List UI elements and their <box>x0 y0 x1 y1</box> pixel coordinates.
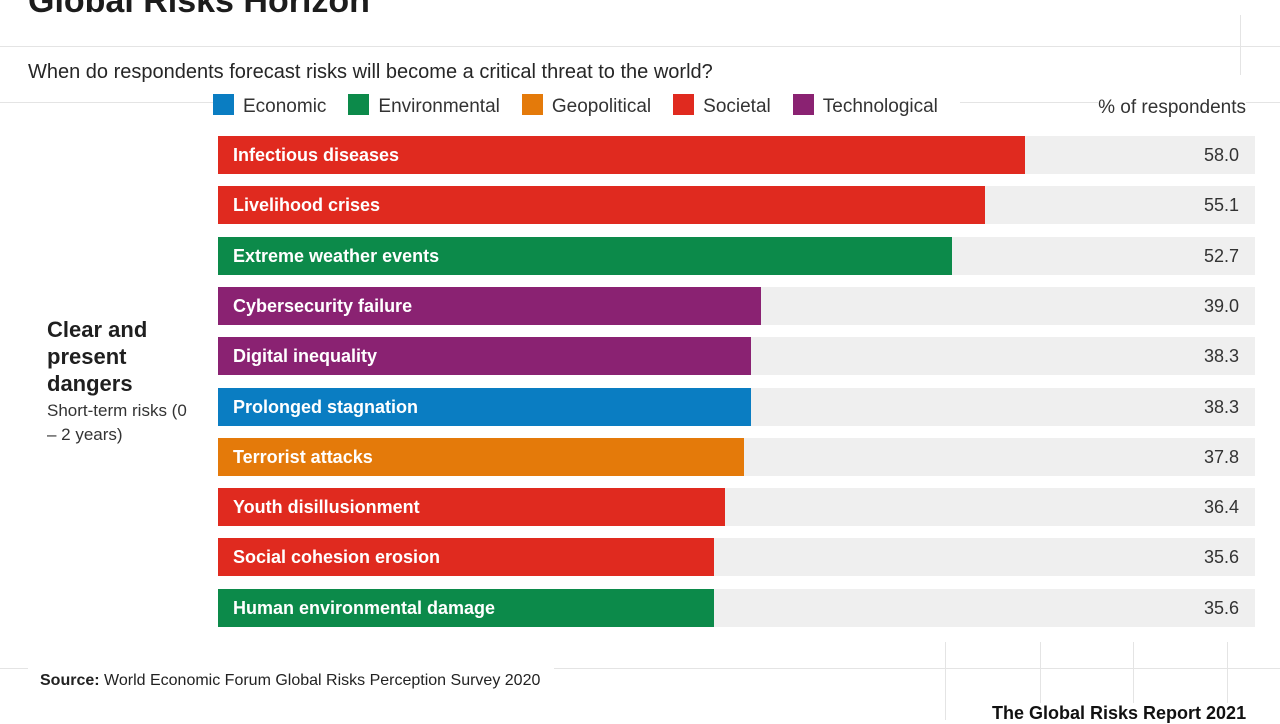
bg-grid-line <box>1133 642 1134 720</box>
bar: Livelihood crises <box>218 186 985 224</box>
legend-item-technological: Technological <box>792 93 938 118</box>
bar: Digital inequality <box>218 337 751 375</box>
source-label: Source: <box>40 672 100 689</box>
legend-swatch <box>673 93 695 115</box>
bar-track: Livelihood crises 55.1 <box>218 186 1255 224</box>
bar-track: Social cohesion erosion 35.6 <box>218 538 1255 576</box>
bar-label: Digital inequality <box>233 346 378 366</box>
bar: Terrorist attacks <box>218 438 744 476</box>
bar-track: Infectious diseases 58.0 <box>218 136 1255 174</box>
bar: Cybersecurity failure <box>218 287 761 325</box>
bar-track: Cybersecurity failure 39.0 <box>218 287 1255 325</box>
source-note: Source: World Economic Forum Global Risk… <box>28 668 555 694</box>
bar: Infectious diseases <box>218 136 1025 174</box>
legend: Economic Environmental Geopolitical Soci… <box>213 93 960 119</box>
bar-label: Cybersecurity failure <box>233 296 413 316</box>
bar-value-label: 35.6 <box>1203 547 1239 567</box>
section-label: Clear and present dangers Short-term ris… <box>47 316 197 447</box>
bar-label: Social cohesion erosion <box>233 547 441 567</box>
legend-swatch <box>213 93 234 115</box>
legend-swatch <box>521 93 543 115</box>
bar: Extreme weather events <box>218 237 952 275</box>
source-text: World Economic Forum Global Risks Percep… <box>104 672 541 689</box>
bar: Prolonged stagnation <box>218 388 751 426</box>
bar: Social cohesion erosion <box>218 538 714 576</box>
bg-grid-line <box>1040 642 1041 720</box>
legend-swatch <box>792 93 814 115</box>
chart-title: Global Risks Horizon <box>28 0 370 20</box>
legend-item-environmental: Environmental <box>348 93 500 118</box>
value-column-header: % of respondents <box>1098 97 1246 119</box>
report-name: The Global Risks Report 2021 <box>992 703 1253 724</box>
legend-label: Societal <box>703 96 771 117</box>
bar-value-label: 38.3 <box>1203 346 1239 366</box>
bar-track: Prolonged stagnation 38.3 <box>218 388 1255 426</box>
legend-item-societal: Societal <box>673 93 771 118</box>
bar-label: Youth disillusionment <box>233 497 420 517</box>
legend-label: Environmental <box>378 96 500 117</box>
bar: Human environmental damage <box>218 589 714 627</box>
bar-track: Digital inequality 38.3 <box>218 337 1255 375</box>
legend-item-economic: Economic <box>213 93 327 118</box>
bg-grid-line <box>0 668 1280 669</box>
bar-label: Human environmental damage <box>233 598 496 618</box>
legend-label: Technological <box>822 96 938 117</box>
bar-value-label: 36.4 <box>1203 497 1239 517</box>
bar-value-label: 38.3 <box>1203 397 1239 417</box>
bar-label: Prolonged stagnation <box>233 397 419 417</box>
bg-grid-line <box>1227 642 1228 720</box>
legend-label: Geopolitical <box>551 96 652 117</box>
chart-subtitle: When do respondents forecast risks will … <box>28 61 721 84</box>
bar-track: Terrorist attacks 37.8 <box>218 438 1255 476</box>
bg-grid-line <box>945 642 946 720</box>
bar-value-label: 52.7 <box>1203 246 1239 266</box>
bar-value-label: 55.1 <box>1203 195 1239 215</box>
bar-track: Extreme weather events 52.7 <box>218 237 1255 275</box>
bar-value-label: 39.0 <box>1203 296 1239 316</box>
bar-label: Extreme weather events <box>233 246 440 266</box>
bg-grid-line <box>0 46 1280 47</box>
bar-value-label: 35.6 <box>1203 598 1239 618</box>
section-subtitle: Short-term risks (0 – 2 years) <box>47 401 187 444</box>
bar-label: Infectious diseases <box>233 145 400 165</box>
bar-track: Youth disillusionment 36.4 <box>218 488 1255 526</box>
legend-swatch <box>348 93 370 115</box>
legend-label: Economic <box>243 96 327 117</box>
bar-label: Livelihood crises <box>233 195 381 215</box>
bar-track: Human environmental damage 35.6 <box>218 589 1255 627</box>
bar: Youth disillusionment <box>218 488 725 526</box>
section-title: Clear and present dangers <box>47 317 148 396</box>
bar-value-label: 58.0 <box>1203 145 1239 165</box>
bar-label: Terrorist attacks <box>233 447 373 467</box>
legend-item-geopolitical: Geopolitical <box>521 93 652 118</box>
bar-value-label: 37.8 <box>1203 447 1239 467</box>
bg-grid-line <box>1240 15 1241 75</box>
